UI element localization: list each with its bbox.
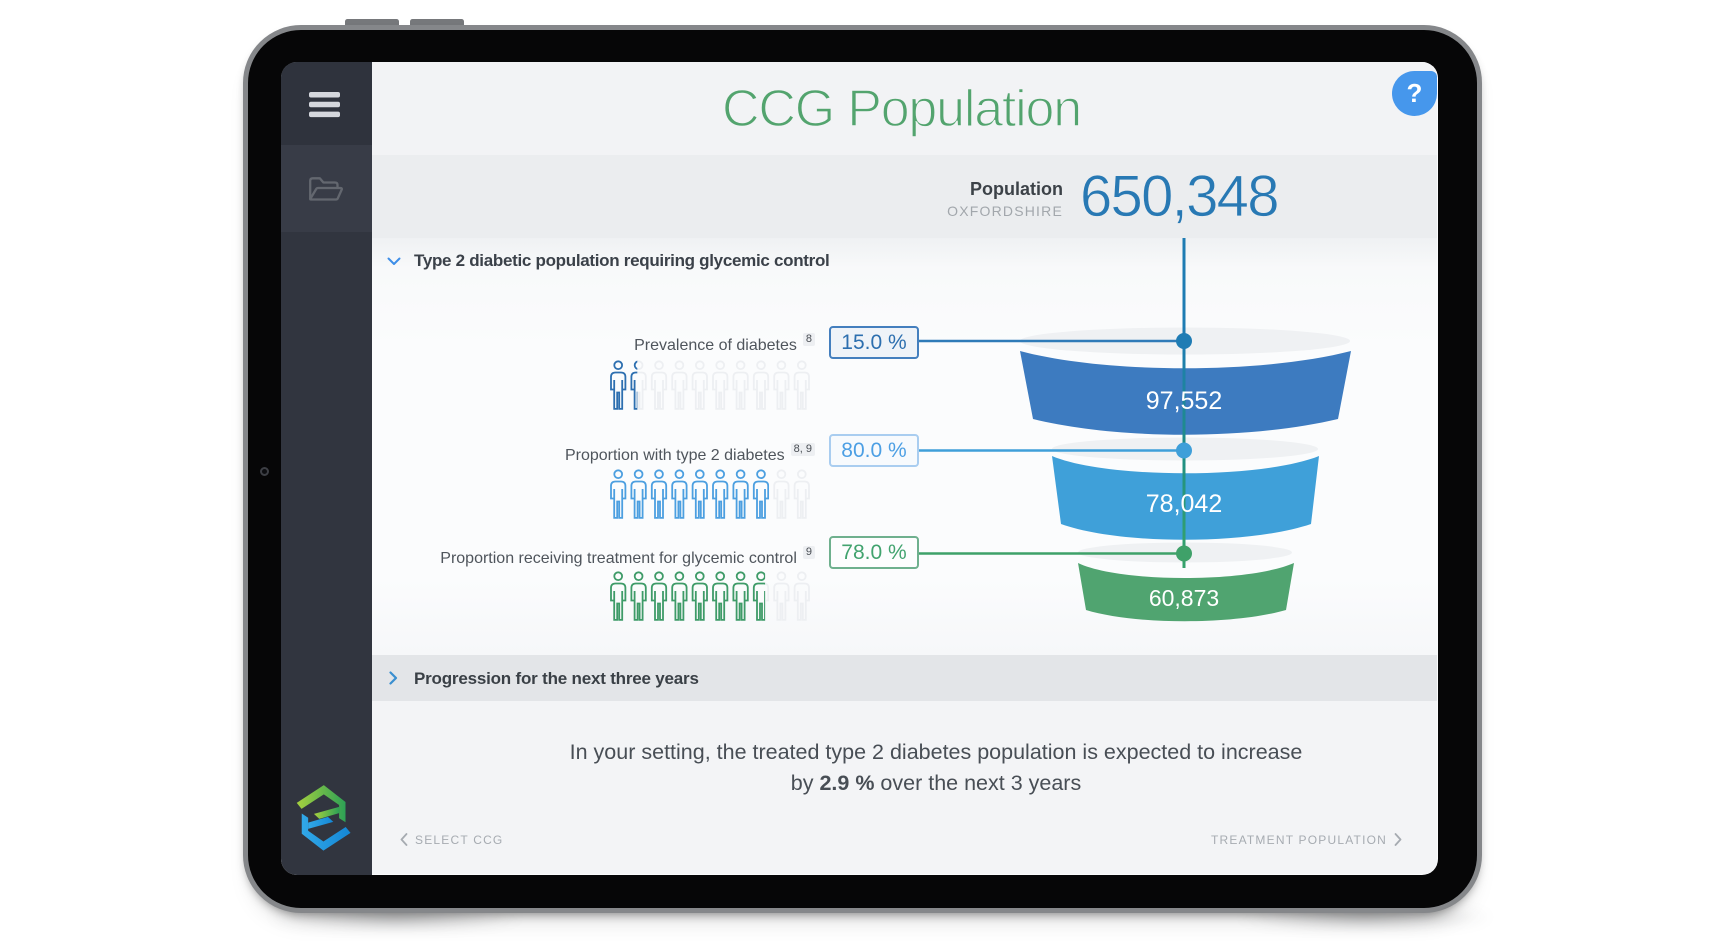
svg-text:97,552: 97,552	[1146, 387, 1222, 415]
svg-text:60,873: 60,873	[1149, 585, 1219, 611]
svg-text:78,042: 78,042	[1146, 490, 1222, 518]
